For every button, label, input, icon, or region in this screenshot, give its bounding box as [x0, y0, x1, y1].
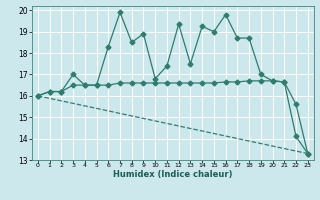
X-axis label: Humidex (Indice chaleur): Humidex (Indice chaleur): [113, 170, 233, 179]
